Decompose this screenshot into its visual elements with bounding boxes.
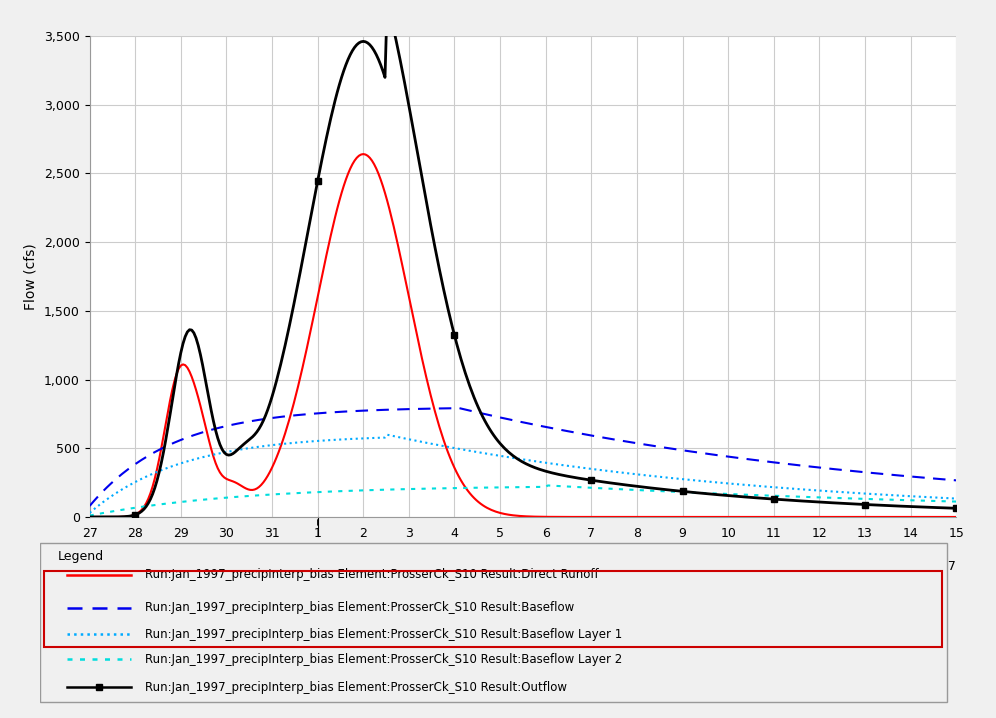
Text: Jan1997: Jan1997 bbox=[905, 560, 956, 573]
Text: Dec1996: Dec1996 bbox=[90, 560, 145, 573]
Text: Run:Jan_1997_precipInterp_bias Element:ProsserCk_S10 Result:Direct Runoff: Run:Jan_1997_precipInterp_bias Element:P… bbox=[145, 569, 599, 582]
FancyBboxPatch shape bbox=[40, 544, 947, 702]
Y-axis label: Flow (cfs): Flow (cfs) bbox=[23, 243, 37, 309]
Text: Run:Jan_1997_precipInterp_bias Element:ProsserCk_S10 Result:Baseflow: Run:Jan_1997_precipInterp_bias Element:P… bbox=[145, 602, 575, 615]
Text: Run:Jan_1997_precipInterp_bias Element:ProsserCk_S10 Result:Baseflow Layer 2: Run:Jan_1997_precipInterp_bias Element:P… bbox=[145, 653, 622, 666]
Text: Legend: Legend bbox=[58, 550, 105, 563]
Text: Run:Jan_1997_precipInterp_bias Element:ProsserCk_S10 Result:Baseflow Layer 1: Run:Jan_1997_precipInterp_bias Element:P… bbox=[145, 628, 622, 640]
Text: Run:Jan_1997_precipInterp_bias Element:ProsserCk_S10 Result:Outflow: Run:Jan_1997_precipInterp_bias Element:P… bbox=[145, 681, 567, 694]
